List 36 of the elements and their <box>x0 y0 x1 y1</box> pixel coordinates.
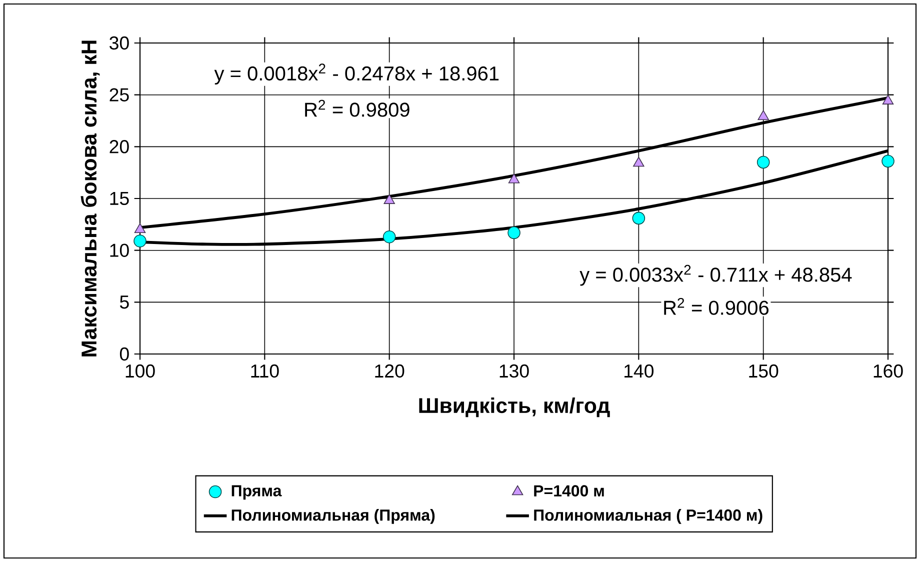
x-tick-label: 130 <box>500 364 529 378</box>
point <box>508 173 520 184</box>
point <box>633 156 644 167</box>
legend-label: Полиномиальная (Пряма) <box>232 509 435 524</box>
y-tick-label: 15 <box>110 192 129 206</box>
x-tick-label: 150 <box>749 364 778 378</box>
point <box>756 156 770 169</box>
annotation: R$^{2}$ = 0.9006 <box>664 298 768 315</box>
y-tick-label: 20 <box>110 140 129 154</box>
y-axis-title: Максимальна бокова сила, кН <box>80 40 100 356</box>
point <box>134 223 146 233</box>
point <box>882 94 894 104</box>
y-tick-label: 30 <box>110 36 129 50</box>
annotation: y = 0.0018x$^{2}$ - 0.2478x + 18.961 <box>214 64 499 85</box>
legend-label: P=1400 м <box>534 485 604 496</box>
x-tick-label: 120 <box>375 364 404 378</box>
annotation: y = 0.0033x$^{2}$ - 0.711x + 48.854 <box>580 264 852 286</box>
x-tick-label: 160 <box>874 364 903 378</box>
point <box>134 234 146 248</box>
point <box>384 194 395 204</box>
legend-label: Пряма <box>232 485 282 500</box>
y-tick-label: 10 <box>110 244 129 257</box>
x-tick-label: 100 <box>126 364 155 378</box>
x-tick-label: 110 <box>251 364 279 378</box>
legend-label: Полиномиальная ( P=1400 м) <box>534 509 762 524</box>
y-tick-label: 5 <box>120 296 129 309</box>
point <box>508 226 520 240</box>
point <box>758 110 769 120</box>
y-tick-label: 0 <box>120 347 129 361</box>
y-tick-label: 25 <box>110 88 129 102</box>
point <box>882 154 894 168</box>
point <box>382 230 396 244</box>
annotation: R$^{2}$ = 0.9809 <box>305 100 410 117</box>
point <box>632 212 646 225</box>
x-axis-title: Швидкість, км/год <box>419 397 610 418</box>
x-tick-label: 140 <box>624 364 654 378</box>
